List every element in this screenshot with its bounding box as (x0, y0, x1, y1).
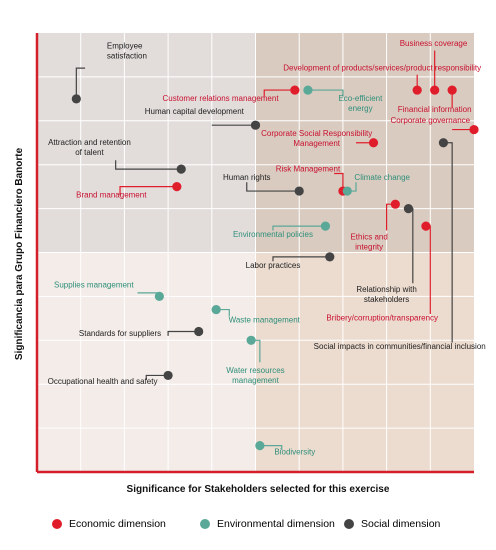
quadrant-bottom-right (255, 252, 474, 472)
point-environmental-policies (320, 221, 331, 231)
label-waste-management: Waste management (229, 316, 301, 325)
label-business-coverage: Business coverage (400, 39, 468, 48)
legend-item-economic: Economic dimension (52, 518, 166, 530)
label-development-of-products-services-product-responsibility: Development of products/services/product… (283, 63, 481, 72)
leader-line-biodiversity (259, 445, 283, 451)
label-brand-management: Brand management (76, 191, 147, 200)
legend-environmental-label: Environmental dimension (217, 518, 335, 530)
label-labor-practices: Labor practices (246, 261, 301, 270)
chart-axes (35, 33, 474, 474)
x-axis-title: Significance for Stakeholders selected f… (127, 484, 390, 495)
label-social-impacts-in-communities-financial-inclusion: Social impacts in communities/financial … (314, 342, 486, 351)
point-standards-for-suppliers (194, 326, 204, 337)
label-standards-for-suppliers: Standards for suppliers (79, 329, 161, 338)
label-water-resources-management: Water resources management (226, 366, 284, 385)
label-human-capital-development: Human capital development (145, 107, 245, 116)
point-development-of-products-services-product-responsibility (412, 85, 422, 95)
point-social-impacts-in-communities-financial-inclusion (438, 138, 449, 148)
point-ethics-and-integrity (390, 199, 400, 209)
quadrant-bottom-left (37, 252, 256, 472)
point-financial-information (447, 85, 457, 95)
label-relationship-with-stakeholders: Relationship with stakeholders (356, 285, 416, 304)
point-eco-efficient-energy (303, 85, 313, 95)
point-corporate-governance (469, 124, 479, 135)
point-labels: Business coverage Development of products… (48, 39, 486, 456)
label-biodiversity: Biodiversity (274, 447, 315, 456)
leader-line-eco-efficient-energy (307, 89, 344, 97)
leader-line-occupational-health-and-safety (145, 374, 169, 380)
point-corporate-social-responsibility-management (368, 138, 379, 148)
label-occupational-health-and-safety: Occupational health and safety (48, 377, 158, 386)
point-customer-relations-management (290, 85, 300, 95)
point-attraction-and-retention-of-talent (176, 164, 186, 174)
leader-line-attraction-and-retention-of-talent (115, 160, 182, 170)
leader-line-environmental-policies (272, 225, 326, 231)
point-business-coverage (430, 85, 440, 95)
legend: Economic dimension Environmental dimensi… (0, 518, 496, 538)
point-labor-practices (325, 252, 335, 262)
leader-line-brand-management (119, 186, 177, 196)
leader-line-customer-relations-management (263, 89, 295, 97)
label-ethics-and-integrity: Ethics and integrity (350, 232, 387, 251)
legend-economic-label: Economic dimension (69, 518, 166, 530)
quadrant-top-left (37, 33, 256, 253)
label-bribery-corruption-transparency: Bribery/corruption/transparency (326, 314, 438, 323)
label-eco-efficient-energy: Eco-efficient energy (338, 94, 383, 113)
point-supplies-management (154, 291, 164, 301)
legend-item-environmental: Environmental dimension (200, 518, 335, 530)
point-waste-management (211, 304, 221, 315)
point-human-rights (294, 186, 304, 196)
leader-line-human-rights (246, 182, 300, 192)
legend-environmental-marker (200, 519, 210, 529)
point-climate-change (342, 186, 352, 196)
legend-social-label: Social dimension (361, 518, 441, 530)
point-biodiversity (255, 441, 265, 451)
label-customer-relations-management: Customer relations management (163, 94, 280, 103)
legend-economic-marker (52, 519, 62, 529)
point-occupational-health-and-safety (163, 370, 173, 381)
point-water-resources-management (246, 335, 256, 345)
label-employee-satisfaction: Employee satisfaction (107, 41, 147, 60)
leader-line-standards-for-suppliers (167, 330, 199, 336)
point-brand-management (172, 182, 182, 192)
leader-line-labor-practices (272, 256, 330, 262)
label-risk-management: Risk Management (276, 164, 341, 173)
label-corporate-governance: Corporate governance (390, 116, 470, 125)
label-climate-change: Climate change (354, 173, 410, 182)
leader-line-risk-management (334, 172, 344, 192)
label-attraction-and-retention-of-talent: Attraction and retention of talent (48, 138, 131, 157)
label-supplies-management: Supplies management (54, 281, 134, 290)
label-environmental-policies: Environmental policies (233, 230, 313, 239)
label-financial-information: Financial information (398, 105, 472, 114)
legend-social-marker (344, 519, 354, 529)
point-bribery-corruption-transparency (421, 221, 431, 231)
label-human-rights: Human rights (223, 173, 271, 182)
legend-item-social: Social dimension (344, 518, 440, 530)
leader-line-employee-satisfaction (75, 67, 86, 99)
point-relationship-with-stakeholders (403, 204, 414, 214)
point-employee-satisfaction (71, 94, 81, 104)
data-points (71, 85, 479, 451)
point-human-capital-development (250, 120, 261, 130)
label-corporate-social-responsibility-management: Corporate Social Responsibility Managemen… (261, 129, 372, 148)
y-axis-title: Significancia para Grupo Financiero Bano… (14, 147, 25, 360)
